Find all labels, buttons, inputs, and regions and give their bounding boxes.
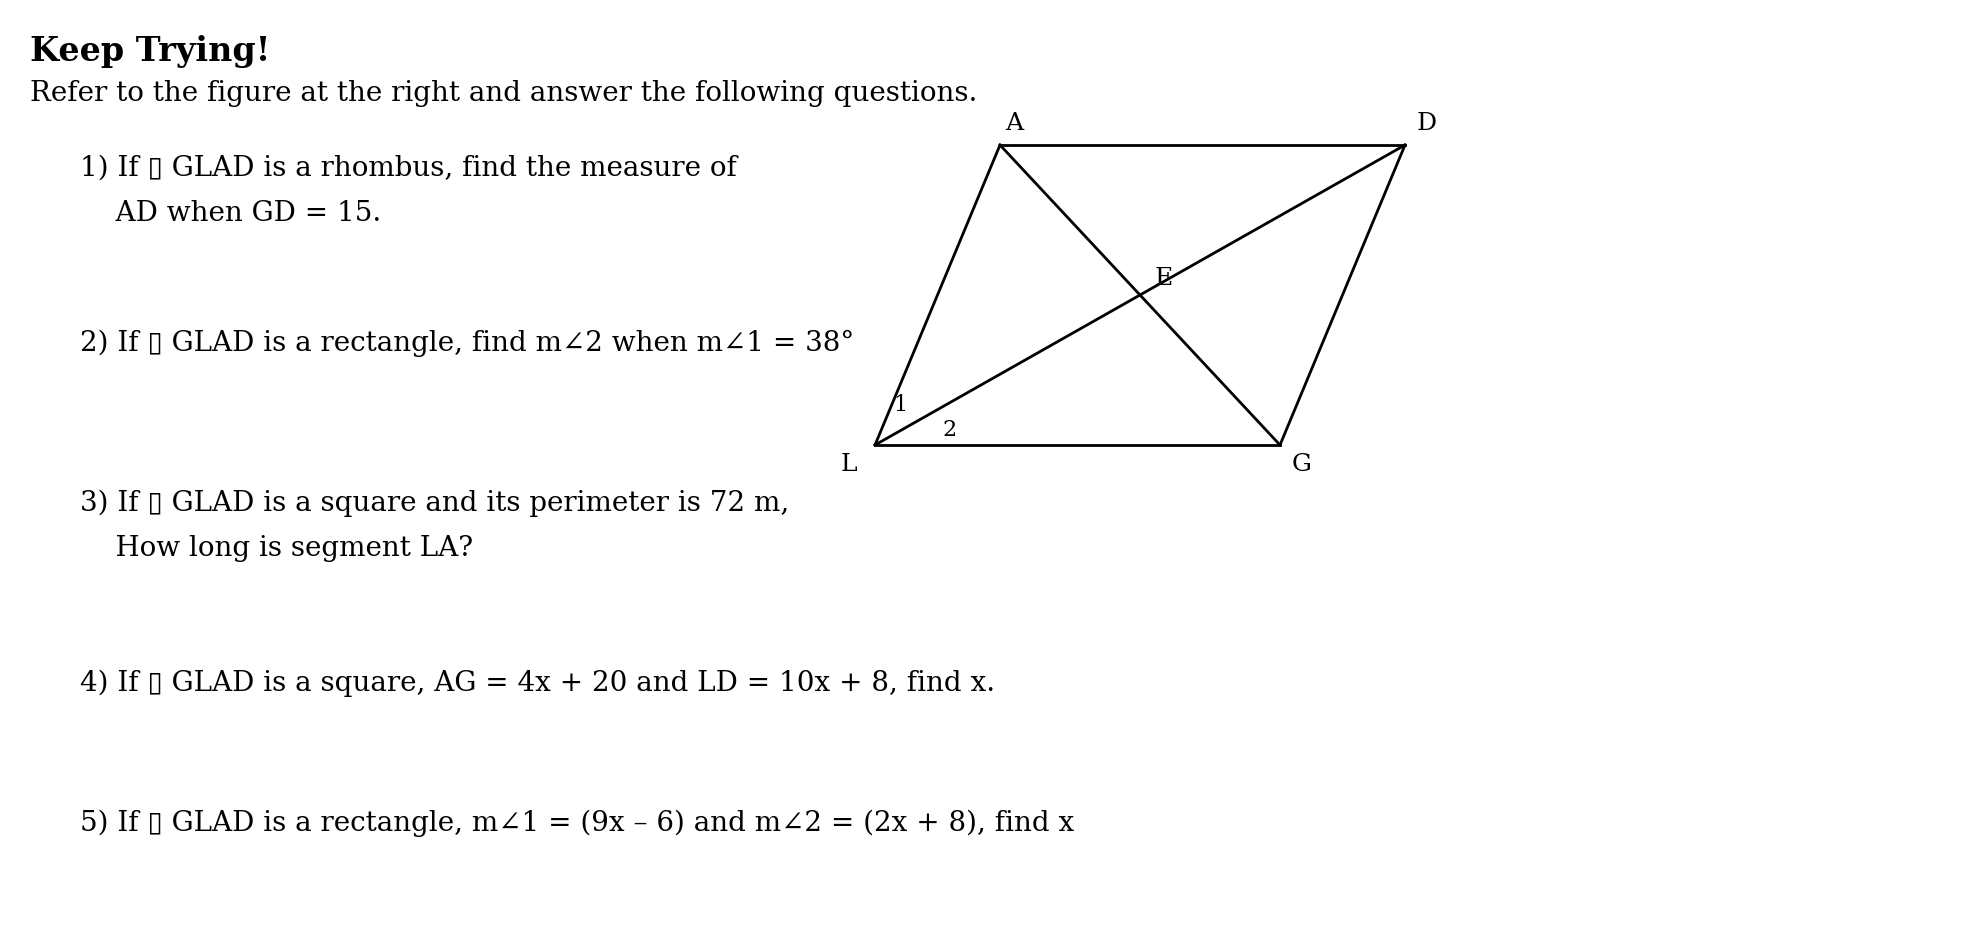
Text: G: G — [1292, 453, 1311, 476]
Text: AD when GD = 15.: AD when GD = 15. — [80, 200, 381, 227]
Text: Keep Trying!: Keep Trying! — [29, 35, 271, 68]
Text: 5) If ▯ GLAD is a rectangle, m∠1 = (9x – 6) and m∠2 = (2x + 8), find x: 5) If ▯ GLAD is a rectangle, m∠1 = (9x –… — [80, 810, 1074, 838]
Text: 1) If ▯ GLAD is a rhombus, find the measure of: 1) If ▯ GLAD is a rhombus, find the meas… — [80, 155, 736, 182]
Text: A: A — [1005, 112, 1023, 135]
Text: 3) If ▯ GLAD is a square and its perimeter is 72 m,: 3) If ▯ GLAD is a square and its perimet… — [80, 490, 789, 518]
Text: 1: 1 — [893, 394, 907, 416]
Text: 2: 2 — [942, 419, 958, 441]
Text: D: D — [1417, 112, 1437, 135]
Text: Refer to the figure at the right and answer the following questions.: Refer to the figure at the right and ans… — [29, 80, 978, 107]
Text: E: E — [1154, 267, 1174, 290]
Text: 4) If ▯ GLAD is a square, AG = 4x + 20 and LD = 10x + 8, find x.: 4) If ▯ GLAD is a square, AG = 4x + 20 a… — [80, 670, 995, 697]
Text: How long is segment LA?: How long is segment LA? — [80, 535, 473, 562]
Text: 2) If ▯ GLAD is a rectangle, find m∠2 when m∠1 = 38°: 2) If ▯ GLAD is a rectangle, find m∠2 wh… — [80, 330, 854, 358]
Text: L: L — [840, 453, 858, 476]
